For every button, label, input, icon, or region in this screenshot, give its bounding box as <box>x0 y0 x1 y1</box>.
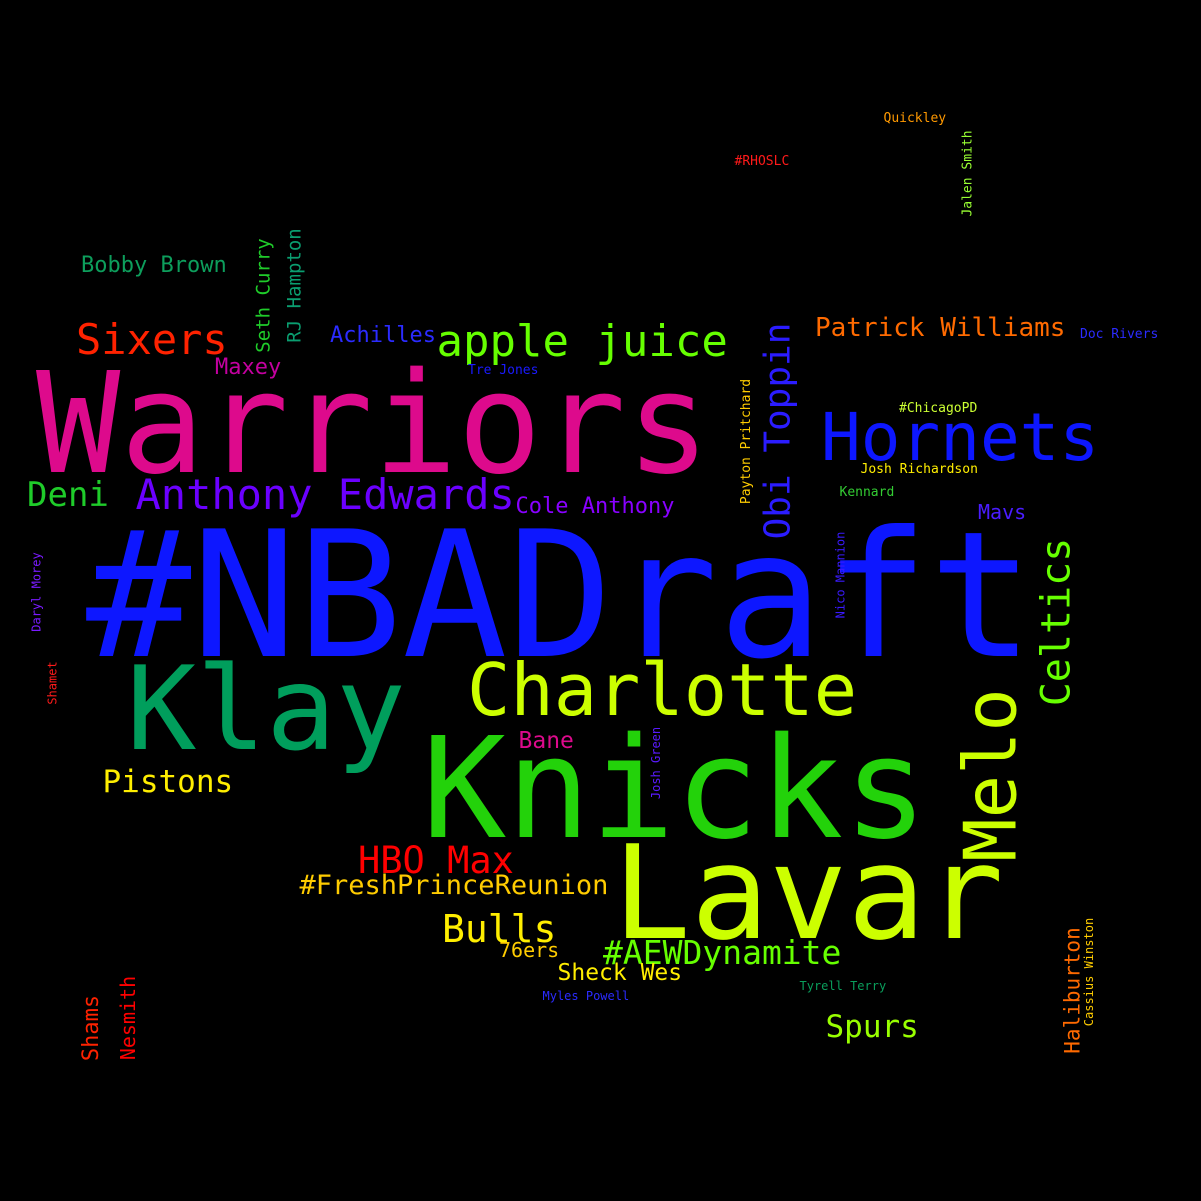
word-nbadraft: #NBADraft <box>86 494 1035 698</box>
word-myles-powell: Myles Powell <box>542 989 630 1003</box>
word-achilles: Achilles <box>330 323 436 348</box>
word-jalen-smith: Jalen Smith <box>960 129 976 217</box>
word-nico-mannion: Nico Mannion <box>832 531 847 619</box>
word-melo: Melo <box>948 688 1033 862</box>
word-hbo-max: HBO Max <box>358 838 514 882</box>
word-josh-richardson: Josh Richardson <box>860 461 978 477</box>
word-kennard: Kennard <box>839 484 895 500</box>
word-tre-jones: Tre Jones <box>468 362 539 378</box>
word-celtics: Celtics <box>1032 537 1079 707</box>
word-apple-juice: apple juice <box>436 316 728 367</box>
word-spurs: Spurs <box>825 1008 919 1045</box>
word-rhoslc: #RHOSLC <box>734 153 790 169</box>
word-anthony-edwards: Anthony Edwards <box>135 470 515 519</box>
word-deni: Deni <box>27 475 109 515</box>
word-warriors: Warriors <box>36 343 711 506</box>
word-klay: Klay <box>126 642 406 777</box>
word-cole-anthony: Cole Anthony <box>515 494 675 519</box>
word-chicagopd: #ChicagoPD <box>899 400 978 416</box>
word-nesmith: Nesmith <box>116 975 141 1061</box>
word-knicks: Knicks <box>422 708 928 871</box>
word-rj-hampton: RJ Hampton <box>283 227 306 343</box>
word-obi-toppin: Obi Toppin <box>756 322 798 540</box>
word-sheck-wes: Sheck Wes <box>557 959 683 986</box>
word-hornets: Hornets <box>821 399 1100 476</box>
word-tyrell-terry: Tyrell Terry <box>799 979 887 993</box>
word-shamet: Shamet <box>45 661 60 705</box>
word-maxey: Maxey <box>215 355 282 380</box>
word-quickley: Quickley <box>883 110 947 126</box>
word-cassius-winston: Cassius Winston <box>1082 917 1097 1027</box>
word-pistons: Pistons <box>102 763 234 800</box>
word-haliburton: Haliburton <box>1060 926 1085 1054</box>
word-patrick-williams: Patrick Williams <box>815 313 1066 343</box>
word-bulls: Bulls <box>442 907 557 951</box>
word-payton-pritchard: Payton Pritchard <box>738 378 754 504</box>
word-shams: Shams <box>79 994 105 1062</box>
word-bane: Bane <box>518 727 574 754</box>
word-bobby-brown: Bobby Brown <box>81 253 227 278</box>
word-lavar: Lavar <box>612 817 1004 969</box>
word-aew-dynamite: #AEWDynamite <box>603 932 842 972</box>
word-mavs: Mavs <box>978 500 1027 524</box>
word-fresh-prince: #FreshPrinceReunion <box>299 869 609 901</box>
word-charlotte: Charlotte <box>467 648 858 732</box>
word-josh-green: Josh Green <box>649 726 664 800</box>
word-daryl-morey: Daryl Morey <box>29 552 44 632</box>
word-seth-curry: Seth Curry <box>252 237 275 353</box>
word-sixers: Sixers <box>76 315 228 364</box>
word-doc-rivers: Doc Rivers <box>1080 326 1159 342</box>
word-76ers: 76ers <box>499 938 560 962</box>
